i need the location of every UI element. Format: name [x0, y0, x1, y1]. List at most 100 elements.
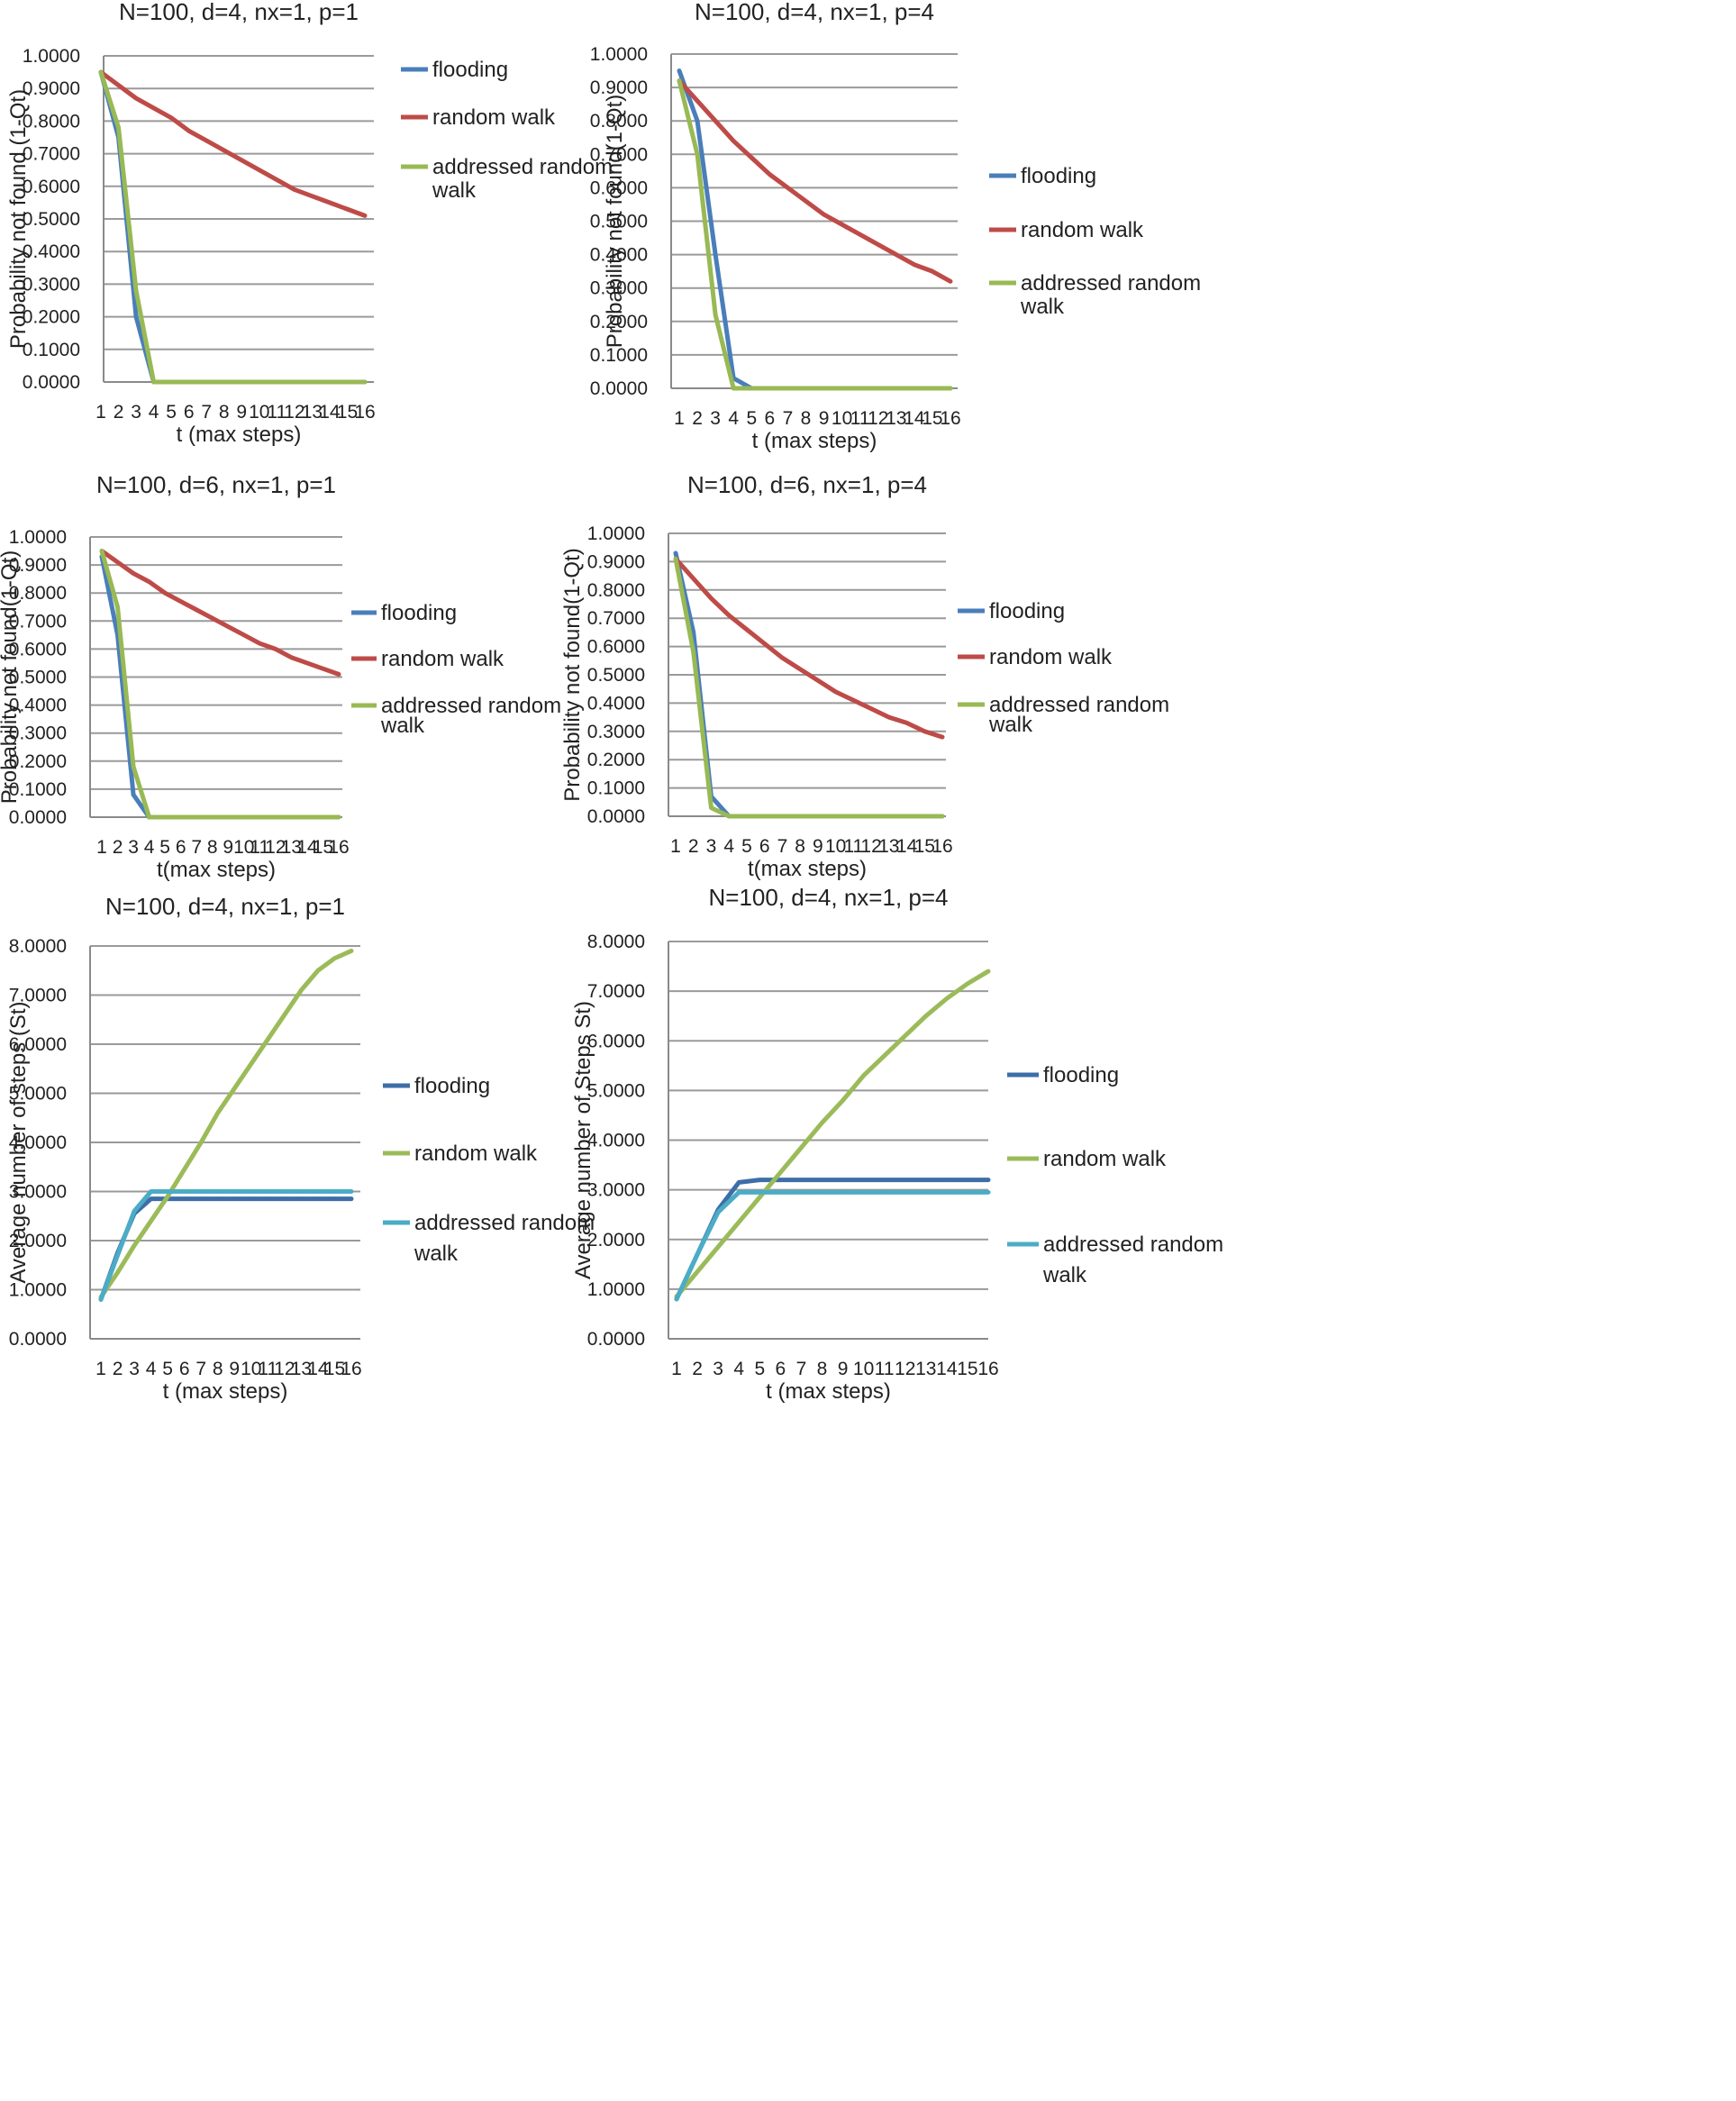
- data-point: [713, 119, 718, 123]
- x-tick-label: 6: [176, 837, 186, 858]
- x-tick-label: 10: [233, 837, 254, 858]
- data-point: [299, 988, 304, 993]
- chart-title: N=100, d=4, nx=1, p=4: [709, 884, 949, 911]
- data-point: [134, 96, 139, 101]
- data-point: [134, 314, 139, 319]
- data-point: [858, 232, 862, 237]
- y-tick-label: 0.7000: [590, 144, 648, 165]
- legend-label: addressed random walk: [380, 694, 561, 738]
- data-point: [695, 98, 700, 103]
- data-point: [232, 1189, 237, 1194]
- chart-2-svg: N=100, d=4, nx=1, p=4 0.0000 0.1000 0.2000 0…: [590, 0, 1201, 453]
- y-tick-label: 1.0000: [9, 527, 67, 548]
- data-point: [116, 125, 121, 130]
- data-point: [882, 1053, 886, 1058]
- x-tick-label: 8: [795, 836, 805, 857]
- data-point: [798, 814, 803, 818]
- x-tick-label: 9: [838, 1359, 849, 1379]
- legend-label: random walk: [414, 1141, 538, 1166]
- data-point: [923, 1014, 928, 1018]
- x-tick-label: 14: [296, 837, 318, 858]
- x-tick-label: 9: [813, 836, 823, 857]
- y-tick-label: 3.0000: [587, 1180, 645, 1201]
- data-point: [674, 550, 677, 555]
- data-point: [799, 1145, 804, 1150]
- data-point: [266, 1196, 270, 1201]
- data-point: [310, 380, 314, 384]
- series-line-addressed-random-walk: [98, 69, 368, 385]
- data-point: [695, 1269, 700, 1274]
- data-point: [780, 656, 785, 660]
- data-point: [798, 667, 803, 671]
- data-point: [903, 1033, 907, 1038]
- data-point: [205, 139, 209, 143]
- x-tick-label: 1: [674, 408, 685, 429]
- data-point: [869, 814, 874, 818]
- y-tick-label: 0.7000: [9, 611, 67, 632]
- x-tick-label: 5: [166, 402, 177, 423]
- data-point: [716, 1210, 721, 1214]
- x-tick-label: 15: [337, 402, 358, 423]
- y-axis-label: Probability not found(1-Qt): [560, 548, 585, 801]
- data-point: [886, 715, 891, 720]
- x-tick-label: 11: [267, 402, 286, 423]
- x-tick-label: 12: [895, 1359, 915, 1379]
- data-point: [732, 139, 736, 143]
- x-tick-label: 16: [977, 1359, 998, 1379]
- data-point: [882, 1190, 886, 1195]
- data-point: [695, 119, 700, 123]
- data-point: [861, 1178, 866, 1182]
- data-point: [986, 1190, 990, 1195]
- data-point: [289, 655, 294, 659]
- x-tick-label: 9: [819, 408, 830, 429]
- data-point: [744, 814, 749, 818]
- data-point: [799, 1178, 804, 1182]
- data-point: [226, 815, 231, 819]
- chart-6-svg: N=100, d=4, nx=1, p=4 0.0000 1.0000 2.0000 3…: [571, 884, 1223, 1404]
- data-point: [737, 1220, 741, 1224]
- x-tick-label: 13: [915, 1359, 936, 1379]
- y-tick-label: 0.9000: [9, 555, 67, 576]
- data-point: [691, 650, 695, 654]
- data-point: [337, 815, 341, 819]
- data-point: [241, 815, 246, 819]
- data-point: [292, 187, 296, 192]
- x-tick-label: 2: [113, 837, 123, 858]
- data-point: [804, 387, 808, 390]
- y-tick-label: 0.2000: [587, 750, 645, 770]
- y-tick-label: 0.1000: [590, 345, 648, 366]
- y-tick-label: 0.3000: [587, 722, 645, 742]
- data-point: [149, 1196, 153, 1201]
- x-tick-label: 14: [307, 1359, 329, 1379]
- data-point: [841, 1098, 845, 1103]
- y-tick-label: 0.7000: [587, 608, 645, 629]
- series-line-addressed-random-walk: [99, 549, 341, 820]
- data-point: [677, 78, 681, 83]
- chart-panel-1: N=100, d=4, nx=1, p=1 0.0000 0.1000 0.2000 0…: [0, 0, 868, 685]
- data-point: [727, 814, 732, 818]
- data-point: [147, 579, 151, 584]
- data-point: [758, 1195, 762, 1199]
- x-tick-label: 6: [179, 1359, 190, 1379]
- data-point: [727, 614, 732, 618]
- x-tick-label: 5: [746, 408, 757, 429]
- y-tick-label: 0.6000: [9, 639, 67, 659]
- x-tick-label: 5: [754, 1359, 765, 1379]
- series-line-random-walk: [673, 556, 945, 740]
- data-point: [691, 630, 695, 634]
- y-tick-label: 1.0000: [587, 1279, 645, 1300]
- data-point: [304, 660, 309, 665]
- x-tick-label: 1: [671, 1359, 682, 1379]
- data-point: [820, 1178, 824, 1182]
- x-tick-label: 3: [128, 837, 139, 858]
- data-point: [132, 571, 136, 576]
- data-point: [182, 1167, 186, 1171]
- data-point: [965, 981, 969, 986]
- chart-panel-6: N=100, d=4, nx=1, p=4 0.0000 1.0000 2.0000 3…: [571, 884, 1735, 2099]
- series-line-flooding: [98, 69, 368, 385]
- y-tick-label: 0.9000: [590, 77, 648, 98]
- chart-1-svg: N=100, d=4, nx=1, p=1 0.0000 0.1000 0.2000 0…: [6, 0, 613, 447]
- data-point: [147, 815, 151, 819]
- data-point: [195, 607, 199, 612]
- data-point: [851, 814, 856, 818]
